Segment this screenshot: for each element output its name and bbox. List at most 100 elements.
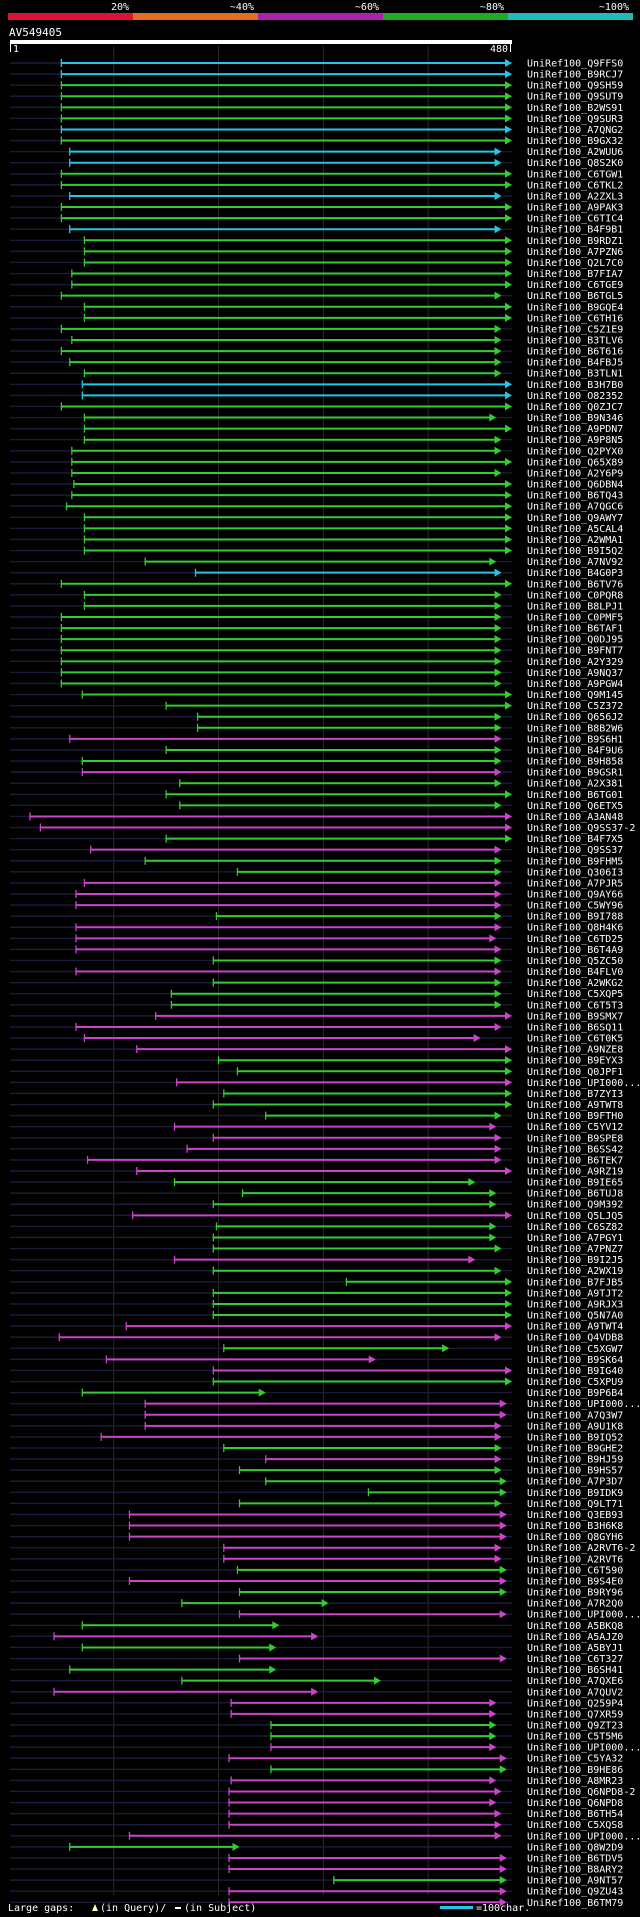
hit-end-arrow [494, 867, 502, 876]
hit-row: UniRef100_A2RVT6-2 [10, 1543, 635, 1554]
hit-row: UniRef100_C5YA32 [10, 1754, 623, 1765]
hit-label: UniRef100_A7QUV2 [527, 1687, 623, 1698]
hit-end-arrow [505, 1089, 512, 1098]
hit-label: UniRef100_B6SS42 [527, 1144, 623, 1155]
hit-label: UniRef100_C6TGE9 [527, 280, 623, 291]
hit-end-arrow [269, 1665, 277, 1674]
hit-end-arrow [499, 1488, 507, 1497]
hit-end-arrow [505, 92, 512, 101]
hit-row: UniRef100_UPI000... [10, 1610, 640, 1621]
hit-end-arrow [505, 247, 512, 256]
hit-label: UniRef100_B6TDV5 [527, 1853, 623, 1864]
hit-label: UniRef100_Q5LJQ5 [527, 1211, 623, 1222]
hit-end-arrow [505, 491, 512, 500]
hit-end-arrow [494, 468, 502, 477]
hit-end-arrow [489, 1776, 497, 1785]
hit-label: UniRef100_A9TWT8 [527, 1100, 623, 1111]
hit-end-arrow [494, 1444, 502, 1452]
hit-label: UniRef100_A5BKQ8 [527, 1621, 623, 1632]
hit-end-arrow [505, 1322, 512, 1331]
hit-row: UniRef100_Q0ZJC7 [10, 402, 623, 413]
hit-label: UniRef100_A7PJR5 [527, 878, 623, 889]
hit-label: UniRef100_Q65X89 [527, 457, 623, 468]
hit-row: UniRef100_B7ZYI3 [10, 1089, 623, 1100]
hit-label: UniRef100_B6TV76 [527, 579, 623, 590]
hit-end-arrow [321, 1599, 329, 1608]
hit-end-arrow [505, 1078, 512, 1087]
hit-end-arrow [489, 1798, 497, 1807]
hit-label: UniRef100_C5Z1E9 [527, 324, 623, 335]
hit-row: UniRef100_Q8W2D9 [10, 1842, 623, 1853]
hit-label: UniRef100_B9N346 [527, 413, 623, 424]
hit-row: UniRef100_B9RCJ7 [10, 70, 623, 81]
hit-end-arrow [489, 1732, 497, 1741]
hit-row: UniRef100_B6T4A9 [10, 945, 623, 956]
hit-label: UniRef100_B9IG40 [527, 1366, 623, 1377]
hit-label: UniRef100_B8LPJ1 [527, 601, 623, 612]
hit-row: UniRef100_A9PAK3 [10, 203, 623, 214]
percent-tick-labels: 20% ~40% ~60% ~80% ~100% [111, 2, 629, 13]
hit-label: UniRef100_Q7XR59 [527, 1709, 623, 1720]
hit-label: UniRef100_B6SH41 [527, 1665, 623, 1676]
percent-band-1 [8, 13, 133, 20]
hit-label: UniRef100_B9IDK9 [527, 1488, 623, 1499]
hit-end-arrow [505, 424, 512, 433]
hit-label: UniRef100_B3TLN1 [527, 369, 623, 380]
hit-label: UniRef100_B8ARY2 [527, 1865, 623, 1876]
hit-row: UniRef100_B4F9B1 [10, 225, 623, 236]
hit-label: UniRef100_B9S6H1 [527, 734, 623, 745]
hit-row: UniRef100_A2X381 [10, 779, 623, 790]
hit-label: UniRef100_B6TEK7 [527, 1155, 623, 1166]
legend-scale-note: =100char. [476, 1903, 530, 1914]
hit-end-arrow [505, 59, 512, 67]
hit-row: UniRef100_Q9FFS0 [10, 59, 623, 70]
hit-row: UniRef100_B7FIA7 [10, 269, 623, 280]
hit-end-arrow [494, 1432, 502, 1441]
hit-row: UniRef100_A2ZXL3 [10, 191, 623, 202]
hit-label: UniRef100_B7FIA7 [527, 269, 623, 280]
hit-label: UniRef100_A7PGY1 [527, 1233, 623, 1244]
hit-end-arrow [258, 1388, 266, 1397]
hit-label: UniRef100_B9FTH0 [527, 1111, 623, 1122]
hit-row: UniRef100_B3TLN1 [10, 369, 623, 380]
hit-end-arrow [489, 934, 497, 943]
hit-row: UniRef100_UPI000... [10, 1399, 640, 1410]
hit-row: UniRef100_Q656J2 [10, 712, 623, 723]
hit-row: UniRef100_A2WKG2 [10, 978, 623, 989]
hit-end-arrow [505, 180, 512, 189]
hit-label: UniRef100_C5XQS8 [527, 1820, 623, 1831]
hit-end-arrow [489, 1709, 497, 1718]
hit-label: UniRef100_B9RCJ7 [527, 70, 623, 81]
hit-end-arrow [505, 236, 512, 245]
hit-end-arrow [505, 1045, 512, 1054]
hit-label: UniRef100_B6TQ43 [527, 491, 623, 502]
hit-row: UniRef100_A2WUU6 [10, 147, 623, 158]
hit-label: UniRef100_Q5ZC50 [527, 956, 623, 967]
hit-label: UniRef100_B9SPE8 [527, 1133, 623, 1144]
percent-tick-label: 20% [111, 2, 129, 13]
hit-row: UniRef100_C6TD25 [10, 934, 623, 945]
hit-row: UniRef100_Q9ZT23 [10, 1721, 623, 1732]
hit-row: UniRef100_Q9SUT9 [10, 92, 623, 103]
hit-end-arrow [494, 845, 502, 854]
legend-query-gap: (in Query)/ [100, 1903, 166, 1914]
hit-row: UniRef100_A9NQ37 [10, 668, 623, 679]
hit-row: UniRef100_B4G0P3 [10, 568, 623, 579]
hit-end-arrow [499, 1876, 507, 1885]
hit-row: UniRef100_Q6NPD8 [10, 1798, 623, 1809]
hit-label: UniRef100_Q8W2D9 [527, 1842, 623, 1853]
hit-end-arrow [505, 513, 512, 522]
hit-label: UniRef100_A2Y6P9 [527, 468, 623, 479]
hit-end-arrow [499, 1576, 507, 1585]
hit-end-arrow [272, 1621, 280, 1630]
hit-row: UniRef100_C5Z372 [10, 701, 623, 712]
hit-end-arrow [494, 668, 502, 677]
hit-label: UniRef100_C6SZ82 [527, 1222, 623, 1233]
hit-row: UniRef100_B9GX32 [10, 136, 623, 147]
hit-end-arrow [505, 169, 512, 178]
hit-row: UniRef100_A7QNG2 [10, 125, 623, 136]
hit-label: UniRef100_B3H6K8 [527, 1521, 623, 1532]
hit-row: UniRef100_C5YV12 [10, 1122, 623, 1133]
hit-label: UniRef100_UPI000... [527, 1399, 640, 1410]
hit-end-arrow [494, 967, 502, 976]
